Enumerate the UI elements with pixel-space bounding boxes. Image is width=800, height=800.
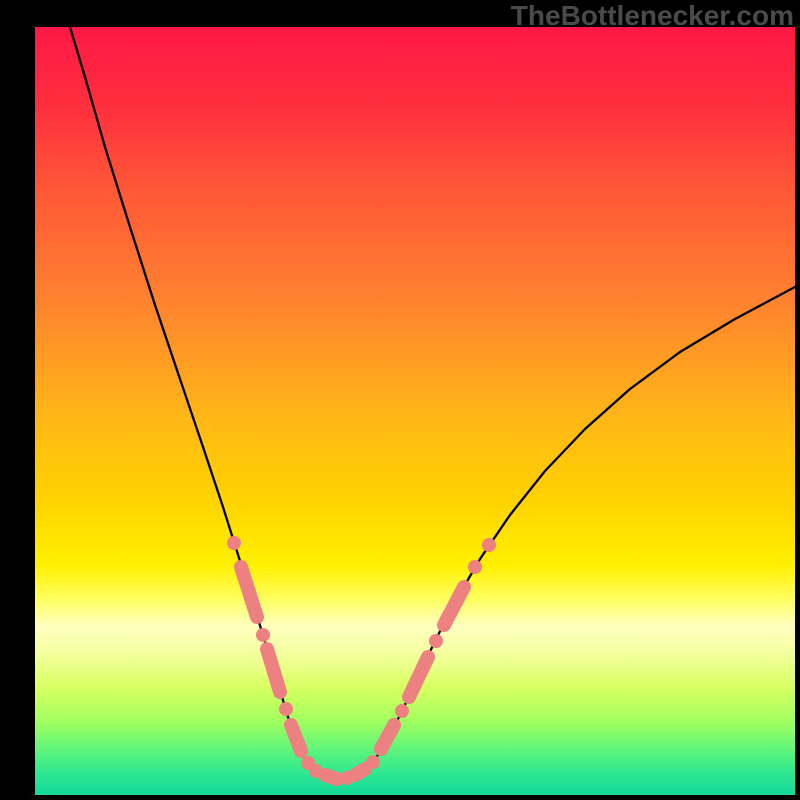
curve-marker-dot	[256, 628, 270, 642]
plot-area	[35, 27, 795, 795]
bottleneck-curve	[70, 27, 795, 780]
curve-marker-capsule	[267, 649, 280, 692]
curve-marker-dot	[482, 538, 496, 552]
curve-markers	[227, 536, 496, 785]
curve-marker-capsule	[325, 775, 337, 779]
curve-layer	[35, 27, 795, 795]
chart-stage: TheBottlenecker.com	[0, 0, 800, 800]
curve-marker-dot	[429, 634, 443, 648]
curve-marker-dot	[468, 560, 482, 574]
curve-marker-dot	[227, 536, 241, 550]
curve-marker-dot	[279, 702, 293, 716]
watermark-text: TheBottlenecker.com	[511, 0, 794, 32]
curve-marker-dot	[395, 704, 409, 718]
curve-marker-capsule	[241, 567, 257, 617]
curve-marker-capsule	[291, 725, 301, 751]
curve-marker-capsule	[381, 725, 394, 749]
curve-marker-capsule	[409, 657, 428, 697]
curve-marker-capsule	[355, 769, 365, 775]
curve-marker-capsule	[444, 587, 464, 625]
